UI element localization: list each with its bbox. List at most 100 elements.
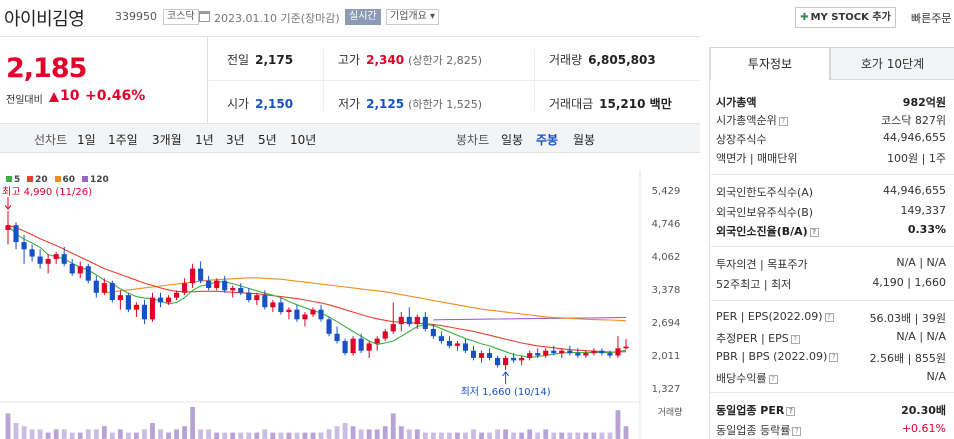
legend-ma20: 20 xyxy=(27,175,48,185)
period-3y[interactable]: 3년 xyxy=(226,133,245,147)
period-1d[interactable]: 1일 xyxy=(77,133,96,147)
price-change: 10 xyxy=(60,88,80,104)
help-icon[interactable]: ? xyxy=(790,335,800,344)
period-5y[interactable]: 5년 xyxy=(258,133,277,147)
legend-ma5: 5 xyxy=(6,175,20,185)
y-tick-label: 2,694 xyxy=(652,318,681,329)
period-1w[interactable]: 1주일 xyxy=(108,133,138,147)
info-value: 코스닥 827위 xyxy=(881,114,946,127)
candle-body xyxy=(567,350,573,354)
volume-bar xyxy=(61,429,67,439)
help-icon[interactable]: ? xyxy=(792,427,802,436)
up-triangle-icon xyxy=(49,92,59,102)
candle-body xyxy=(13,225,19,243)
candle-body xyxy=(342,341,348,354)
candle-body xyxy=(438,336,444,342)
volume-bar xyxy=(623,426,629,439)
add-mystock-button[interactable]: ✚ MY STOCK 추가 xyxy=(795,7,896,28)
volume-bar xyxy=(198,429,204,439)
candle-chart-label: 봉차트 xyxy=(456,133,490,147)
volume-bar xyxy=(77,432,83,439)
y-tick-label: 1,327 xyxy=(652,384,681,395)
candle-body xyxy=(551,350,557,354)
volume-bar xyxy=(366,429,372,439)
volume-bar xyxy=(37,429,43,439)
volume-bar xyxy=(109,432,115,439)
help-icon[interactable]: ? xyxy=(829,353,839,362)
help-icon[interactable]: ? xyxy=(786,407,796,416)
candle-body xyxy=(173,292,180,298)
volume-bar xyxy=(142,429,147,439)
candle-body xyxy=(615,348,621,356)
candle-body xyxy=(310,309,316,315)
candle-body xyxy=(543,350,549,356)
period-1y[interactable]: 1년 xyxy=(195,133,214,147)
high-annotation: 최고 4,990 (11/26) xyxy=(2,186,92,198)
candle-body xyxy=(583,353,589,356)
candle-body xyxy=(77,266,83,274)
volume-bar xyxy=(535,432,541,439)
period-3m[interactable]: 3개월 xyxy=(152,133,182,147)
info-row: PER | EPS(2022.09)? 56.03배 | 39원 xyxy=(716,310,946,328)
tab-orderbook[interactable]: 호가 10단계 xyxy=(830,47,954,80)
volume-bar xyxy=(527,429,533,439)
help-icon[interactable]: ? xyxy=(824,313,834,322)
help-icon[interactable]: ? xyxy=(768,375,778,384)
period-10y[interactable]: 10년 xyxy=(290,133,317,147)
candle-weekly[interactable]: 주봉 xyxy=(536,133,559,147)
stock-candle-chart[interactable]: 5,429 4,746 4,062 3,378 2,694 2,011 1,327 거래량 최고… xyxy=(0,170,700,439)
volume-bar xyxy=(101,426,107,439)
volume-bar xyxy=(238,432,244,439)
quick-order-link[interactable]: 빠른주문 xyxy=(911,12,952,25)
candle-body xyxy=(519,357,525,361)
candle-daily[interactable]: 일봉 xyxy=(501,133,524,147)
candle-body xyxy=(109,283,115,301)
info-label: 동일업종 등락률? xyxy=(716,422,802,438)
info-label: PER | EPS(2022.09)? xyxy=(716,310,834,323)
volume-bar xyxy=(487,432,492,439)
candle-body xyxy=(607,353,613,356)
price-stats: 전일 2,175 고가 2,340 (상한가 2,825) 거래량 6,805,803 … xyxy=(209,37,700,123)
candle-body xyxy=(486,353,493,358)
volume-bar xyxy=(334,426,340,439)
candle-body xyxy=(406,316,412,325)
volume-bar xyxy=(471,429,476,439)
volume-bar xyxy=(543,429,549,439)
volume-bar xyxy=(390,413,396,439)
help-icon[interactable]: ? xyxy=(809,228,819,237)
candle-body xyxy=(527,353,533,358)
candle-body xyxy=(623,346,629,349)
tab-investment-info[interactable]: 투자정보 xyxy=(710,47,830,80)
help-icon[interactable]: ? xyxy=(778,117,788,126)
volume-bar xyxy=(230,432,236,439)
volume-bar xyxy=(591,432,597,439)
line-chart-label: 선차트 xyxy=(34,133,68,147)
chart-period-bar: 선차트 1일 1주일 3개월 1년 3년 5년 10년 봉차트 일봉 주봉 월봉 xyxy=(0,123,700,153)
candle-body xyxy=(21,242,27,250)
plus-icon: ✚ xyxy=(800,12,809,23)
candle-body xyxy=(61,254,67,264)
section-divider xyxy=(710,174,954,175)
info-label: 액면가 | 매매단위 xyxy=(716,152,798,165)
candle-body xyxy=(470,350,477,358)
candle-body xyxy=(382,331,388,339)
volume-bar xyxy=(430,432,436,439)
volume-bar xyxy=(270,432,276,439)
candle-body xyxy=(422,316,428,329)
stock-name[interactable]: 아이비김영 xyxy=(4,9,85,30)
company-info-dropdown[interactable]: 기업개요 ▾ xyxy=(386,9,439,25)
price-summary: 2,185 전일대비 10 +0.46% xyxy=(0,37,208,123)
realtime-button[interactable]: 실시간 xyxy=(345,9,381,25)
candle-body xyxy=(334,333,340,342)
info-label: 외국인보유주식수(B) xyxy=(716,206,814,219)
open-price: 시가 2,150 xyxy=(227,97,294,111)
info-label: 시가총액순위? xyxy=(716,112,788,128)
volume-bar xyxy=(69,432,75,439)
candle-monthly[interactable]: 월봉 xyxy=(573,133,596,147)
volume-bar xyxy=(342,423,348,439)
candle-body xyxy=(318,309,324,320)
info-value: 100원 | 1주 xyxy=(887,152,946,165)
price-date: 2023.01.10 기준(장마감) xyxy=(214,12,340,25)
volume-bar xyxy=(222,432,228,439)
info-value: 44,946,655 xyxy=(883,131,946,144)
